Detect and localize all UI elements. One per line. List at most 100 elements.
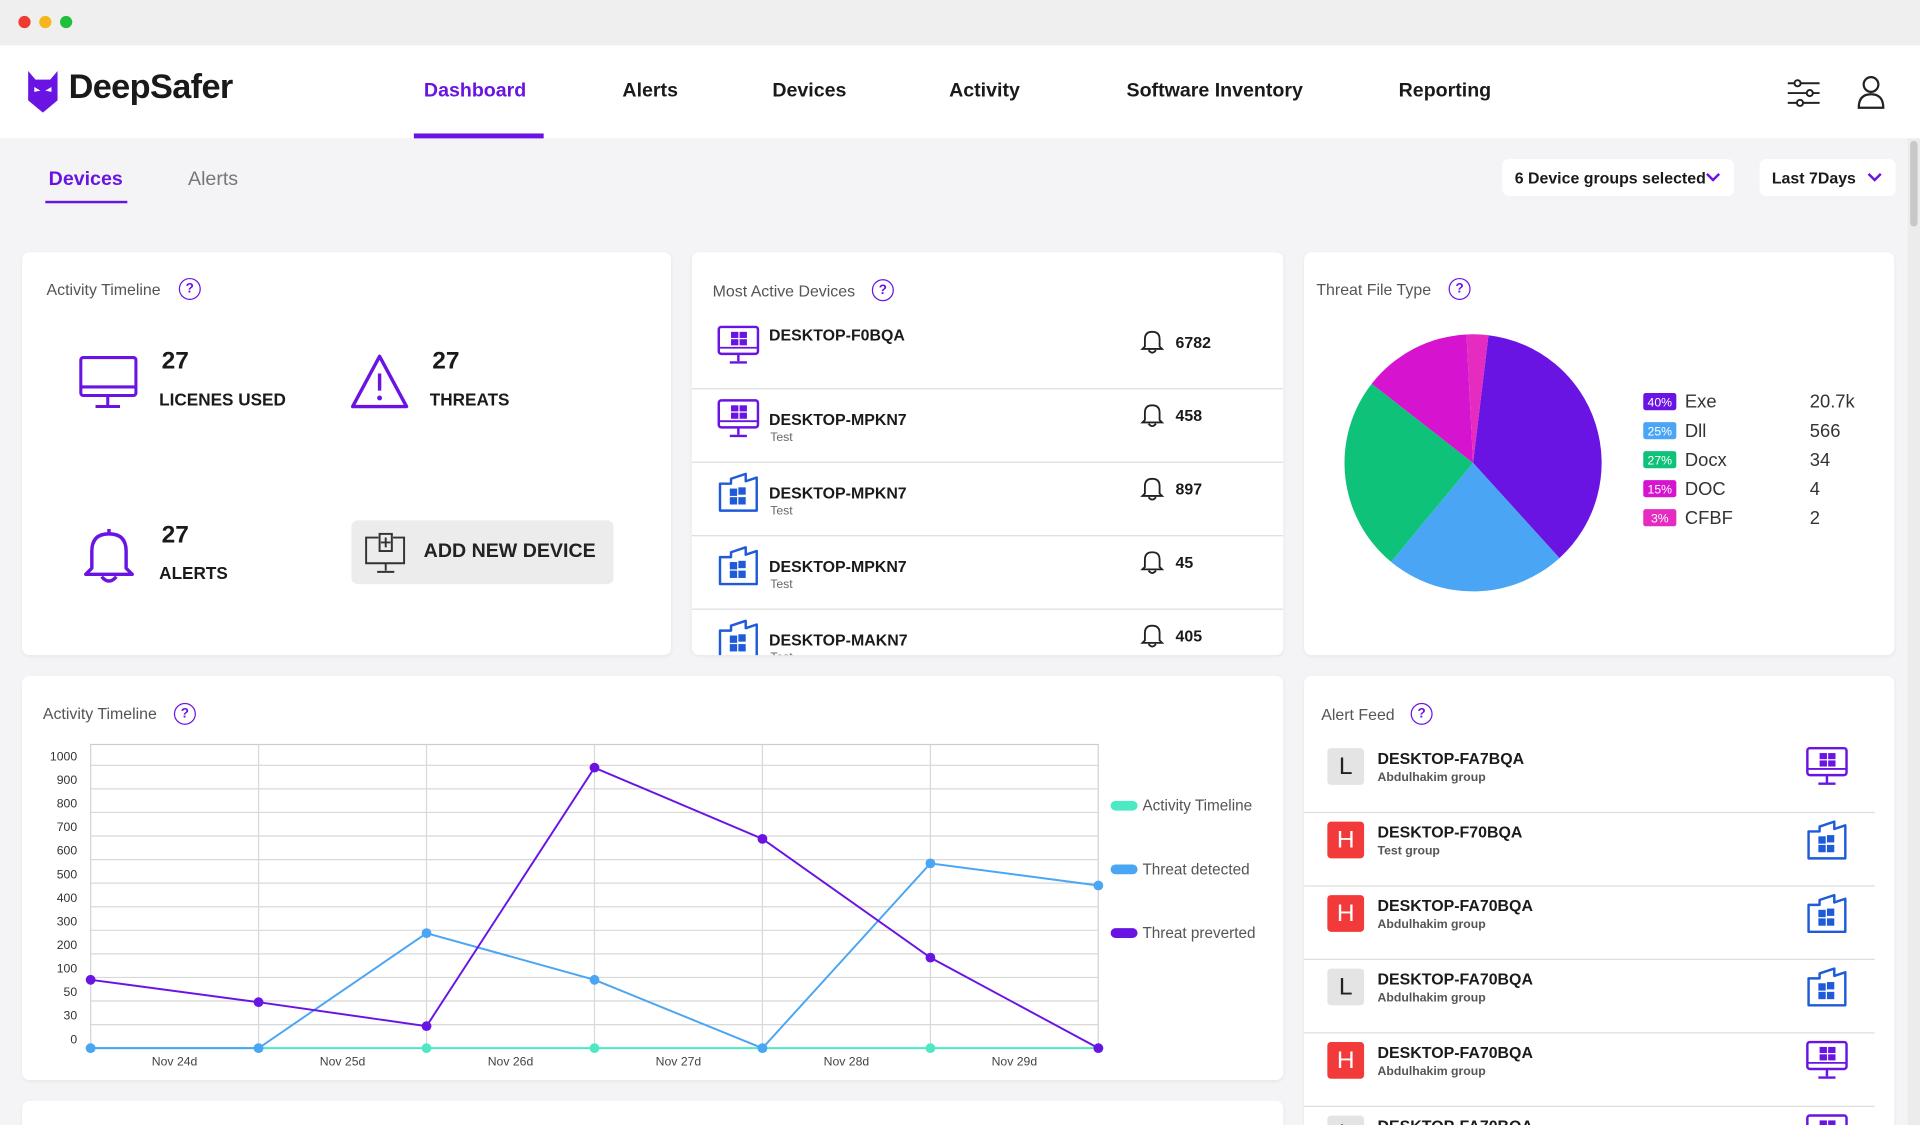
legend-percent: 25% xyxy=(1648,425,1673,439)
alert-row[interactable]: L DESKTOP-FA7BQA Abdulhakim group xyxy=(1304,740,1875,814)
legend-badge xyxy=(1643,509,1677,527)
win xyxy=(738,634,746,642)
screen xyxy=(1806,1114,1848,1125)
y-tick-label: 50 xyxy=(64,985,78,999)
alert-row[interactable]: H DESKTOP-FA70BQA Abdulhakim group xyxy=(1304,1033,1875,1107)
tower-icon xyxy=(718,472,758,512)
win xyxy=(729,644,738,652)
win xyxy=(1828,1046,1836,1054)
win xyxy=(1826,835,1835,843)
tower-icon xyxy=(718,546,758,586)
win xyxy=(1819,760,1827,767)
legend-swatch xyxy=(1110,864,1138,875)
chevron xyxy=(1706,173,1721,182)
win xyxy=(1819,1054,1827,1061)
device-row[interactable]: DESKTOP-MAKN7 Test 405 xyxy=(692,610,1283,656)
tab[interactable]: Devices xyxy=(48,168,123,190)
bell xyxy=(1140,551,1165,574)
win xyxy=(1828,760,1836,767)
help-icon[interactable]: ? xyxy=(871,279,894,302)
alert-row[interactable]: L DESKTOP-FA70BQA Abdulhakim group xyxy=(1304,960,1875,1034)
alert-row[interactable]: H DESKTOP-FA70BQA Abdulhakim group xyxy=(1304,887,1875,961)
alert-count: 897 xyxy=(1175,480,1203,499)
legend-percent: 3% xyxy=(1651,512,1669,526)
win xyxy=(1828,753,1836,760)
y-tick-label: 700 xyxy=(57,820,78,834)
nav-item[interactable]: Alerts xyxy=(622,80,678,102)
nav-item[interactable]: Dashboard xyxy=(423,80,527,102)
threat-file-type-card: Threat File Type ? 40% Exe 20.7k 25% Dll 566 2… xyxy=(1304,252,1895,656)
nav-item[interactable]: Activity xyxy=(949,80,1020,102)
alert-device: DESKTOP-F70BQA xyxy=(1377,822,1523,842)
level-badge: L xyxy=(1327,1115,1365,1125)
help-icon[interactable]: ? xyxy=(178,277,201,301)
win xyxy=(1826,991,1835,1000)
pie-slice xyxy=(1466,334,1489,463)
pie-chart: 40% Exe 20.7k 25% Dll 566 27% Docx 34 15% DOC 4 3% CF… xyxy=(1344,334,1856,592)
win xyxy=(729,562,738,570)
add-device-button[interactable]: ADD NEW DEVICE xyxy=(351,520,614,585)
x-tick-label: Nov 25d xyxy=(320,1054,366,1068)
legend-badge xyxy=(1643,480,1677,498)
button-label: ADD NEW DEVICE xyxy=(423,541,596,563)
legend-count: 20.7k xyxy=(1810,391,1856,412)
alert-group: Abdulhakim group xyxy=(1377,1065,1486,1079)
device-name: DESKTOP-MPKN7 xyxy=(768,483,907,503)
alert-row[interactable]: L DESKTOP-FA70BQA xyxy=(1304,1107,1875,1125)
bell xyxy=(1140,624,1165,648)
card-title: Threat File Type xyxy=(1316,280,1432,299)
legend-badge xyxy=(1643,451,1677,469)
screen xyxy=(1806,746,1848,777)
tower xyxy=(1807,893,1847,934)
nav-item[interactable]: Software Inventory xyxy=(1126,80,1303,102)
stat-label: THREATS xyxy=(429,389,510,409)
win xyxy=(729,488,738,496)
help-icon[interactable]: ? xyxy=(1448,277,1471,301)
win xyxy=(1818,918,1826,926)
legend-count: 4 xyxy=(1810,478,1820,499)
bell-icon xyxy=(84,528,134,583)
next-card xyxy=(22,1100,1284,1125)
device-row[interactable]: DESKTOP-MPKN7 Test 45 xyxy=(691,536,1284,610)
alert-row[interactable]: H DESKTOP-F70BQA Test group xyxy=(1304,813,1875,887)
window-bar xyxy=(0,0,1920,46)
tower xyxy=(1807,820,1847,860)
alert-group: Abdulhakim group xyxy=(1377,918,1486,932)
pie-slice xyxy=(1344,383,1474,562)
help-icon[interactable]: ? xyxy=(173,702,196,725)
scrollbar xyxy=(1907,138,1920,1125)
device-row[interactable]: DESKTOP-MPKN7 Test 458 xyxy=(691,389,1284,463)
bell-icon xyxy=(1140,551,1165,574)
legend-count: 566 xyxy=(1810,420,1841,441)
series-point xyxy=(253,1043,264,1054)
dropdown[interactable]: Last 7Days xyxy=(1759,159,1896,196)
nav-item[interactable]: Devices xyxy=(772,80,847,102)
chevron-path xyxy=(1867,173,1882,182)
card-title: Most Active Devices xyxy=(712,281,856,301)
x-tick-label: Nov 26d xyxy=(488,1054,534,1068)
tab[interactable]: Alerts xyxy=(188,168,239,190)
nav-item[interactable]: Reporting xyxy=(1398,80,1492,102)
alert-device: DESKTOP-FA7BQA xyxy=(1377,749,1525,768)
legend-swatch xyxy=(1110,800,1138,811)
help-icon[interactable]: ? xyxy=(1410,702,1433,725)
win xyxy=(739,405,747,412)
series-point xyxy=(757,1043,768,1054)
legend-name: Docx xyxy=(1685,449,1727,470)
series-point xyxy=(925,1043,936,1054)
win xyxy=(1819,753,1827,760)
monitor-icon xyxy=(1806,1040,1848,1079)
device-row[interactable]: DESKTOP-MPKN7 Test 897 xyxy=(691,463,1284,537)
user-icon[interactable] xyxy=(1854,72,1888,111)
win xyxy=(729,570,738,578)
win xyxy=(1819,1120,1827,1125)
logo-icon xyxy=(28,71,58,113)
y-tick-label: 200 xyxy=(57,938,78,952)
device-row[interactable]: DESKTOP-F0BQA 6782 xyxy=(691,316,1284,390)
legend-count: 34 xyxy=(1810,449,1830,470)
dropdown[interactable]: 6 Device groups selected xyxy=(1502,159,1734,196)
warning-icon xyxy=(350,354,409,409)
device-group: Test xyxy=(770,651,792,655)
stat-value: 27 xyxy=(161,521,189,549)
settings-icon[interactable] xyxy=(1785,75,1822,112)
